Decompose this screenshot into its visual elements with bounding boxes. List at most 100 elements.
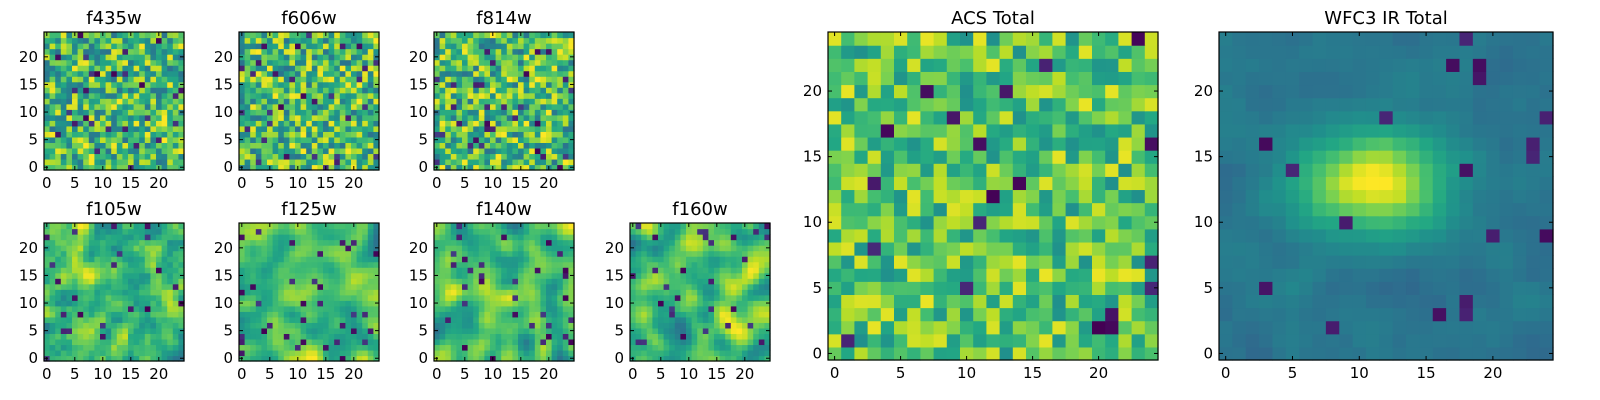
heatmap-cell (986, 268, 1001, 282)
heatmap-cell (747, 300, 754, 307)
heatmap-cell (663, 349, 670, 357)
heatmap-cell (434, 114, 441, 121)
heatmap-cell (161, 355, 168, 362)
heatmap-cell (362, 228, 369, 235)
heatmap-cell (506, 283, 513, 290)
heatmap-cell (295, 234, 302, 241)
heatmap-cell (529, 344, 536, 351)
heatmap-cell (450, 109, 457, 116)
heatmap-cell (557, 333, 564, 340)
heatmap-cell (512, 267, 519, 274)
heatmap-cell (317, 316, 324, 323)
heatmap-cell (753, 333, 760, 340)
heatmap-cell (100, 43, 107, 50)
heatmap-cell (77, 327, 84, 334)
heatmap-cell (172, 153, 179, 160)
heatmap-cell (562, 338, 569, 346)
heatmap-cell (646, 223, 653, 230)
heatmap-cell (742, 272, 749, 279)
heatmap-cell (150, 289, 157, 296)
heatmap-cell (562, 272, 569, 279)
heatmap-cell (116, 300, 123, 307)
heatmap-cell (495, 131, 502, 138)
heatmap-cell (300, 131, 307, 138)
heatmap-cell (529, 289, 536, 296)
heatmap-cell (317, 125, 324, 132)
heatmap-cell (323, 92, 330, 99)
heatmap-cells-f125w (239, 223, 380, 362)
heatmap-cell (708, 228, 715, 235)
heatmap-cell (317, 245, 324, 252)
heatmap-cell (311, 87, 318, 94)
heatmap-cell (540, 109, 547, 116)
heatmap-cell (702, 234, 709, 241)
heatmap-cell (339, 142, 346, 149)
heatmap-cell (506, 327, 513, 334)
heatmap-cell (334, 103, 341, 110)
heatmap-cell (747, 250, 754, 257)
heatmap-cell (88, 98, 95, 105)
heatmap-cell (283, 311, 290, 318)
heatmap-cell (373, 239, 380, 246)
heatmap-cell (83, 65, 90, 72)
heatmap-cell (439, 59, 446, 66)
heatmap-cell (478, 59, 485, 66)
heatmap-cell (317, 92, 324, 99)
heatmap-cell (167, 344, 174, 351)
heatmap-cell (88, 239, 95, 246)
heatmap-cell (484, 316, 491, 323)
heatmap-cell (540, 114, 547, 121)
heatmap-cell (1118, 320, 1133, 335)
heatmap-cell (1026, 320, 1040, 335)
heatmap-cell (367, 305, 374, 312)
heatmap-cell (367, 142, 374, 149)
heatmap-cell (351, 300, 358, 307)
heatmap-cell (512, 37, 519, 44)
heatmap-cell (562, 142, 569, 149)
y-tick-label: 20 (409, 48, 428, 66)
heatmap-cell (328, 87, 335, 94)
heatmap-cell (551, 327, 558, 334)
heatmap-cell (450, 245, 457, 252)
heatmap-cell (83, 261, 90, 268)
heatmap-cell (719, 245, 726, 252)
heatmap-cell (714, 278, 721, 285)
heatmap-cell (557, 338, 564, 346)
heatmap-cell (1012, 202, 1027, 217)
heatmap-cell (339, 54, 346, 61)
heatmap-cell (450, 70, 457, 77)
heatmap-cell (161, 48, 168, 55)
heatmap-cell (534, 272, 541, 279)
heatmap-cell (646, 311, 653, 318)
heatmap-cell (283, 142, 290, 149)
heatmap-cell (546, 37, 553, 44)
heatmap-cell (278, 245, 285, 252)
heatmap-cell (362, 70, 369, 77)
heatmap-cell (139, 316, 146, 323)
heatmap-cell (133, 283, 140, 290)
heatmap-cell (854, 320, 869, 335)
heatmap-cell (334, 136, 341, 143)
heatmap-cell (501, 70, 508, 77)
heatmap-cell (339, 349, 346, 357)
heatmap-cell (60, 223, 67, 230)
heatmap-cell (128, 153, 135, 160)
heatmap-cell (362, 300, 369, 307)
heatmap-cell (77, 125, 84, 132)
heatmap-cell (255, 158, 262, 166)
heatmap-cell (111, 278, 118, 285)
heatmap-cell (88, 147, 95, 155)
heatmap-cell (44, 70, 51, 77)
heatmap-cell (144, 158, 151, 166)
heatmap-cell (557, 322, 564, 329)
heatmap-cell (445, 32, 452, 39)
heatmap-cell (278, 147, 285, 155)
heatmap-cell (551, 147, 558, 155)
heatmap-cell (272, 338, 279, 346)
heatmap-cell (462, 300, 469, 307)
heatmap-cell (512, 142, 519, 149)
heatmap-cell (161, 239, 168, 246)
heatmap-cell (139, 92, 146, 99)
heatmap-cell (156, 228, 163, 235)
heatmap-cell (295, 81, 302, 88)
